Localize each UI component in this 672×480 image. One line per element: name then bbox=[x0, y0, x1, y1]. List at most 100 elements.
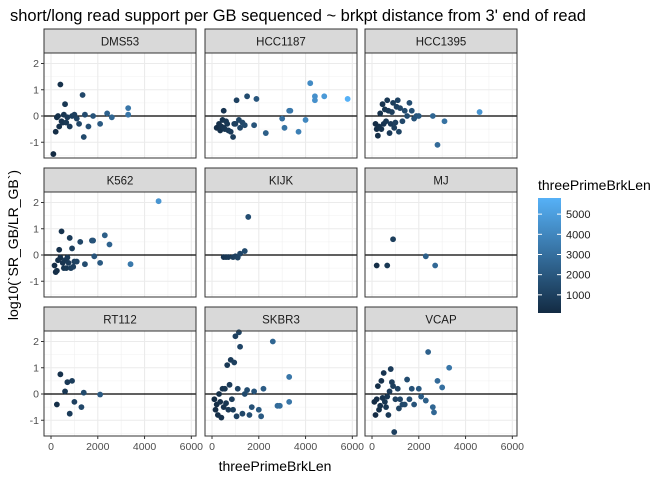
data-point bbox=[58, 228, 65, 235]
y-tick-label: 0 bbox=[33, 111, 39, 123]
data-point bbox=[212, 406, 219, 413]
data-point bbox=[406, 99, 413, 106]
data-point bbox=[73, 115, 80, 122]
panel-border bbox=[204, 52, 358, 159]
facet-panel: HCC1187 bbox=[204, 28, 358, 159]
data-point bbox=[76, 120, 82, 127]
y-tick-label: 1 bbox=[33, 362, 39, 374]
data-point bbox=[228, 396, 235, 403]
data-point bbox=[66, 123, 73, 130]
panel-border bbox=[43, 52, 197, 159]
data-point bbox=[90, 237, 97, 244]
data-point bbox=[50, 151, 57, 157]
facet-label: MJ bbox=[433, 176, 448, 188]
y-tick-label: 2 bbox=[33, 336, 39, 348]
data-point bbox=[388, 109, 395, 115]
facet-label: HCC1395 bbox=[416, 37, 467, 49]
data-point bbox=[307, 80, 314, 87]
x-tick-label: 2000 bbox=[86, 441, 110, 453]
data-point bbox=[56, 246, 63, 253]
data-point bbox=[439, 384, 446, 391]
data-point bbox=[302, 117, 309, 123]
x-tick-label: 4000 bbox=[133, 441, 157, 453]
data-point bbox=[220, 107, 227, 114]
data-point bbox=[279, 115, 286, 122]
data-point bbox=[383, 118, 389, 125]
panel-border bbox=[364, 52, 518, 159]
facet-label: KIJK bbox=[269, 176, 294, 188]
x-tick-label: 0 bbox=[48, 441, 54, 453]
facet-strip bbox=[364, 28, 518, 54]
data-point bbox=[69, 377, 75, 384]
data-point bbox=[286, 398, 293, 405]
data-point bbox=[232, 333, 239, 340]
panel-border bbox=[364, 191, 518, 298]
panel-border bbox=[204, 191, 358, 298]
data-point bbox=[90, 113, 97, 119]
data-point bbox=[394, 385, 401, 392]
data-point bbox=[71, 398, 78, 405]
data-point bbox=[476, 109, 483, 115]
data-point bbox=[281, 124, 288, 131]
data-point bbox=[253, 96, 260, 102]
data-point bbox=[245, 214, 252, 220]
data-point bbox=[224, 362, 231, 369]
data-point bbox=[236, 329, 242, 336]
x-tick-label: 2000 bbox=[407, 441, 431, 453]
data-point bbox=[422, 397, 429, 404]
data-point bbox=[226, 381, 233, 388]
data-point bbox=[399, 118, 406, 125]
chart-title: short/long read support per GB sequenced… bbox=[10, 7, 586, 25]
facet-strip bbox=[43, 167, 197, 193]
panel-border bbox=[204, 330, 358, 437]
facet-label: DMS53 bbox=[101, 37, 139, 49]
data-point bbox=[239, 410, 246, 417]
data-point bbox=[216, 391, 222, 397]
data-point bbox=[386, 388, 393, 395]
data-point bbox=[53, 267, 60, 274]
data-point bbox=[286, 374, 293, 380]
data-point bbox=[65, 259, 72, 266]
data-point bbox=[276, 402, 283, 409]
data-point bbox=[106, 241, 113, 248]
data-point bbox=[418, 393, 425, 400]
y-tick-label: -1 bbox=[30, 137, 39, 149]
data-point bbox=[251, 388, 258, 395]
data-point bbox=[246, 412, 253, 418]
data-point bbox=[69, 245, 75, 252]
data-point bbox=[77, 238, 84, 245]
data-point bbox=[56, 123, 63, 130]
data-point bbox=[80, 134, 87, 140]
data-point bbox=[379, 101, 386, 108]
legend-ticks: 1000 2000 3000 4000 5000 bbox=[538, 209, 590, 302]
data-point bbox=[384, 393, 391, 400]
x-tick-label: 2000 bbox=[247, 441, 271, 453]
data-point bbox=[387, 120, 394, 127]
data-point bbox=[234, 385, 241, 392]
data-point bbox=[434, 377, 441, 384]
data-point bbox=[62, 388, 68, 395]
data-point bbox=[104, 110, 111, 117]
panel-background bbox=[365, 53, 517, 158]
data-point bbox=[374, 383, 381, 390]
data-point bbox=[381, 398, 388, 405]
data-point bbox=[211, 396, 218, 403]
data-point bbox=[237, 343, 243, 350]
facet-strip bbox=[204, 28, 358, 54]
data-point bbox=[396, 128, 402, 135]
y-tick-label: 2 bbox=[33, 58, 39, 70]
data-point bbox=[386, 130, 393, 136]
data-point bbox=[321, 93, 328, 100]
data-point bbox=[125, 105, 132, 112]
data-point bbox=[57, 371, 64, 378]
legend-tick-label: 2000 bbox=[566, 270, 590, 282]
data-point bbox=[392, 396, 399, 403]
data-point bbox=[91, 253, 98, 260]
data-point bbox=[64, 379, 71, 386]
data-point bbox=[230, 134, 236, 140]
y-tick-label: 0 bbox=[33, 250, 39, 262]
data-point bbox=[230, 406, 236, 413]
data-point bbox=[401, 401, 408, 408]
data-point bbox=[127, 261, 134, 268]
